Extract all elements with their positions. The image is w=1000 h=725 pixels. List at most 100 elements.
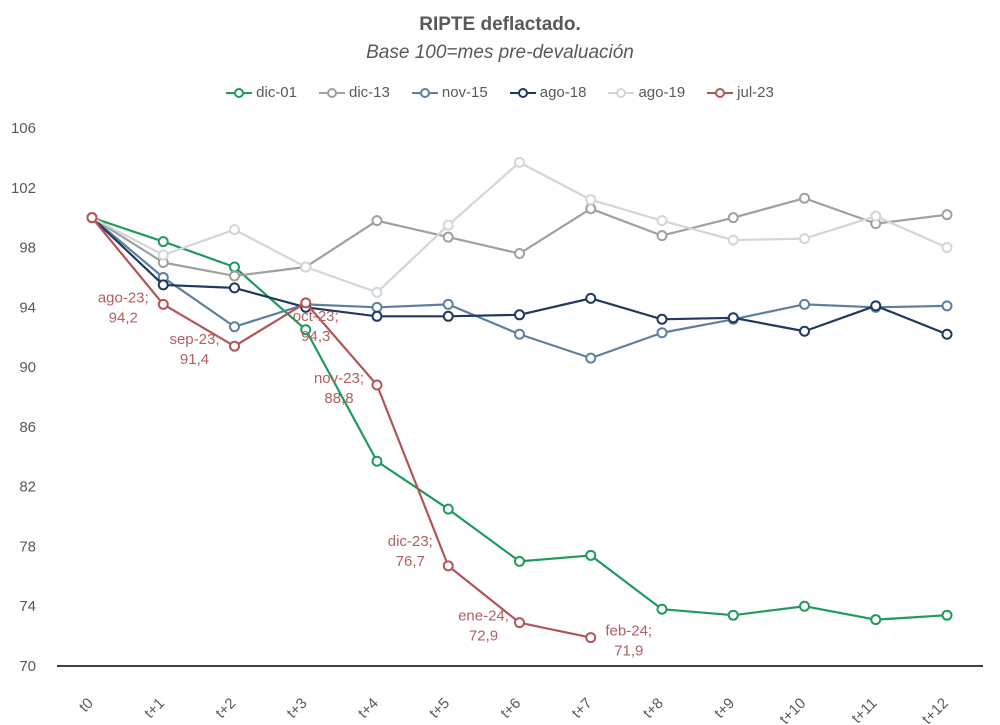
legend-marker-jul-23 (707, 87, 734, 98)
data-label-value: 72,9 (469, 628, 498, 645)
data-point-nov-15 (656, 327, 668, 339)
data-point-jul-23 (371, 379, 383, 391)
data-label-period: dic-23; (388, 533, 433, 550)
data-point-dic-01 (656, 603, 668, 615)
legend-marker-ago-19 (608, 87, 635, 98)
x-tick-label: t+4 (355, 695, 382, 722)
legend-item-ago-19: ago-19 (608, 84, 685, 101)
legend-item-nov-15: nov-15 (411, 84, 488, 101)
data-point-dic-01 (870, 614, 882, 626)
data-point-dic-13 (229, 270, 240, 282)
data-point-ago-18 (727, 312, 739, 324)
y-tick-label: 78 (19, 538, 36, 555)
legend: dic-01 dic-13 nov-15 ago-18 ago-19 jul-23 (0, 84, 1000, 101)
data-point-nov-15 (442, 298, 454, 310)
data-point-dic-13 (941, 209, 953, 221)
data-point-ago-18 (799, 325, 810, 337)
data-point-ago-18 (941, 328, 953, 340)
x-tick-label: t+10 (776, 695, 809, 725)
legend-item-jul-23: jul-23 (707, 84, 774, 101)
data-label-period: ene-24; (458, 608, 509, 625)
data-point-dic-13 (656, 230, 668, 242)
series-line-dic-13 (91, 197, 948, 278)
data-label: nov-23; 88,8 (314, 370, 364, 407)
data-point-dic-01 (585, 549, 597, 561)
data-point-jul-23 (585, 632, 597, 644)
data-point-ago-18 (585, 292, 597, 304)
legend-label: ago-19 (638, 84, 686, 101)
data-point-jul-23 (157, 298, 169, 310)
data-point-jul-23 (86, 212, 98, 224)
data-point-dic-01 (799, 600, 810, 612)
data-point-jul-23 (300, 297, 312, 309)
data-label-period: oct-23; (293, 308, 339, 325)
data-point-ago-19 (300, 261, 312, 273)
data-point-dic-01 (229, 261, 240, 273)
data-point-dic-13 (514, 248, 525, 260)
legend-item-ago-18: ago-18 (509, 84, 587, 101)
x-tick-label: t0 (76, 695, 97, 716)
data-point-ago-18 (870, 300, 882, 312)
data-label-period: feb-24; (605, 623, 652, 640)
data-point-ago-19 (656, 215, 668, 227)
x-tick-label: t+12 (919, 695, 952, 725)
data-label: feb-24; 71,9 (605, 623, 652, 660)
data-point-ago-19 (229, 224, 240, 236)
data-point-ago-19 (727, 234, 739, 246)
series-line-jul-23 (91, 216, 591, 639)
data-label-period: ago-23; (98, 289, 149, 306)
y-tick-label: 102 (11, 180, 36, 197)
data-point-ago-19 (870, 210, 882, 222)
data-point-dic-01 (157, 236, 169, 248)
data-point-ago-19 (442, 219, 454, 231)
x-tick-label: t+6 (497, 695, 524, 722)
data-point-dic-13 (585, 203, 597, 215)
x-tick-label: t+5 (426, 695, 453, 722)
data-point-ago-18 (442, 310, 454, 322)
y-tick-label: 90 (19, 359, 36, 376)
data-label-value: 94,3 (301, 328, 330, 345)
data-point-dic-01 (442, 503, 454, 515)
data-point-dic-01 (941, 609, 953, 621)
data-label: oct-23; 94,3 (293, 308, 339, 345)
data-label-period: nov-23; (314, 370, 364, 387)
y-tick-label: 106 (11, 120, 36, 137)
legend-marker-ago-18 (509, 87, 536, 98)
data-point-dic-01 (300, 324, 312, 336)
data-point-nov-15 (585, 352, 597, 364)
data-point-dic-01 (371, 455, 383, 467)
legend-label: jul-23 (737, 84, 774, 101)
data-point-nov-15 (371, 301, 383, 313)
legend-label: dic-13 (349, 84, 390, 101)
data-point-dic-13 (799, 192, 810, 204)
x-tick-label: t+11 (848, 695, 880, 725)
data-point-ago-19 (514, 156, 525, 168)
x-tick-label: t+3 (284, 695, 311, 722)
data-label: sep-23; 91,4 (169, 331, 219, 368)
data-point-jul-23 (229, 340, 240, 352)
x-tick-label: t+9 (711, 695, 738, 722)
data-point-nov-15 (941, 300, 953, 312)
data-point-ago-18 (514, 309, 525, 321)
data-point-ago-19 (941, 242, 953, 254)
chart-title: RIPTE deflactado. (419, 14, 581, 35)
legend-label: nov-15 (441, 84, 488, 101)
data-point-dic-01 (727, 609, 739, 621)
data-label: dic-23; 76,7 (388, 533, 433, 570)
data-label: ene-24; 72,9 (458, 608, 509, 645)
data-point-ago-18 (371, 310, 383, 322)
data-point-dic-13 (727, 212, 739, 224)
data-label-value: 76,7 (396, 553, 425, 570)
data-label: ago-23; 94,2 (98, 289, 149, 326)
x-tick-label: t+2 (212, 695, 239, 722)
data-point-ago-19 (799, 233, 810, 245)
y-tick-label: 70 (19, 658, 36, 675)
x-tick-label: t+7 (569, 695, 596, 722)
data-label-value: 71,9 (614, 643, 643, 660)
legend-item-dic-01: dic-01 (226, 84, 297, 101)
legend-label: dic-01 (256, 84, 297, 101)
legend-label: ago-18 (539, 84, 587, 101)
data-point-nov-15 (799, 298, 810, 310)
